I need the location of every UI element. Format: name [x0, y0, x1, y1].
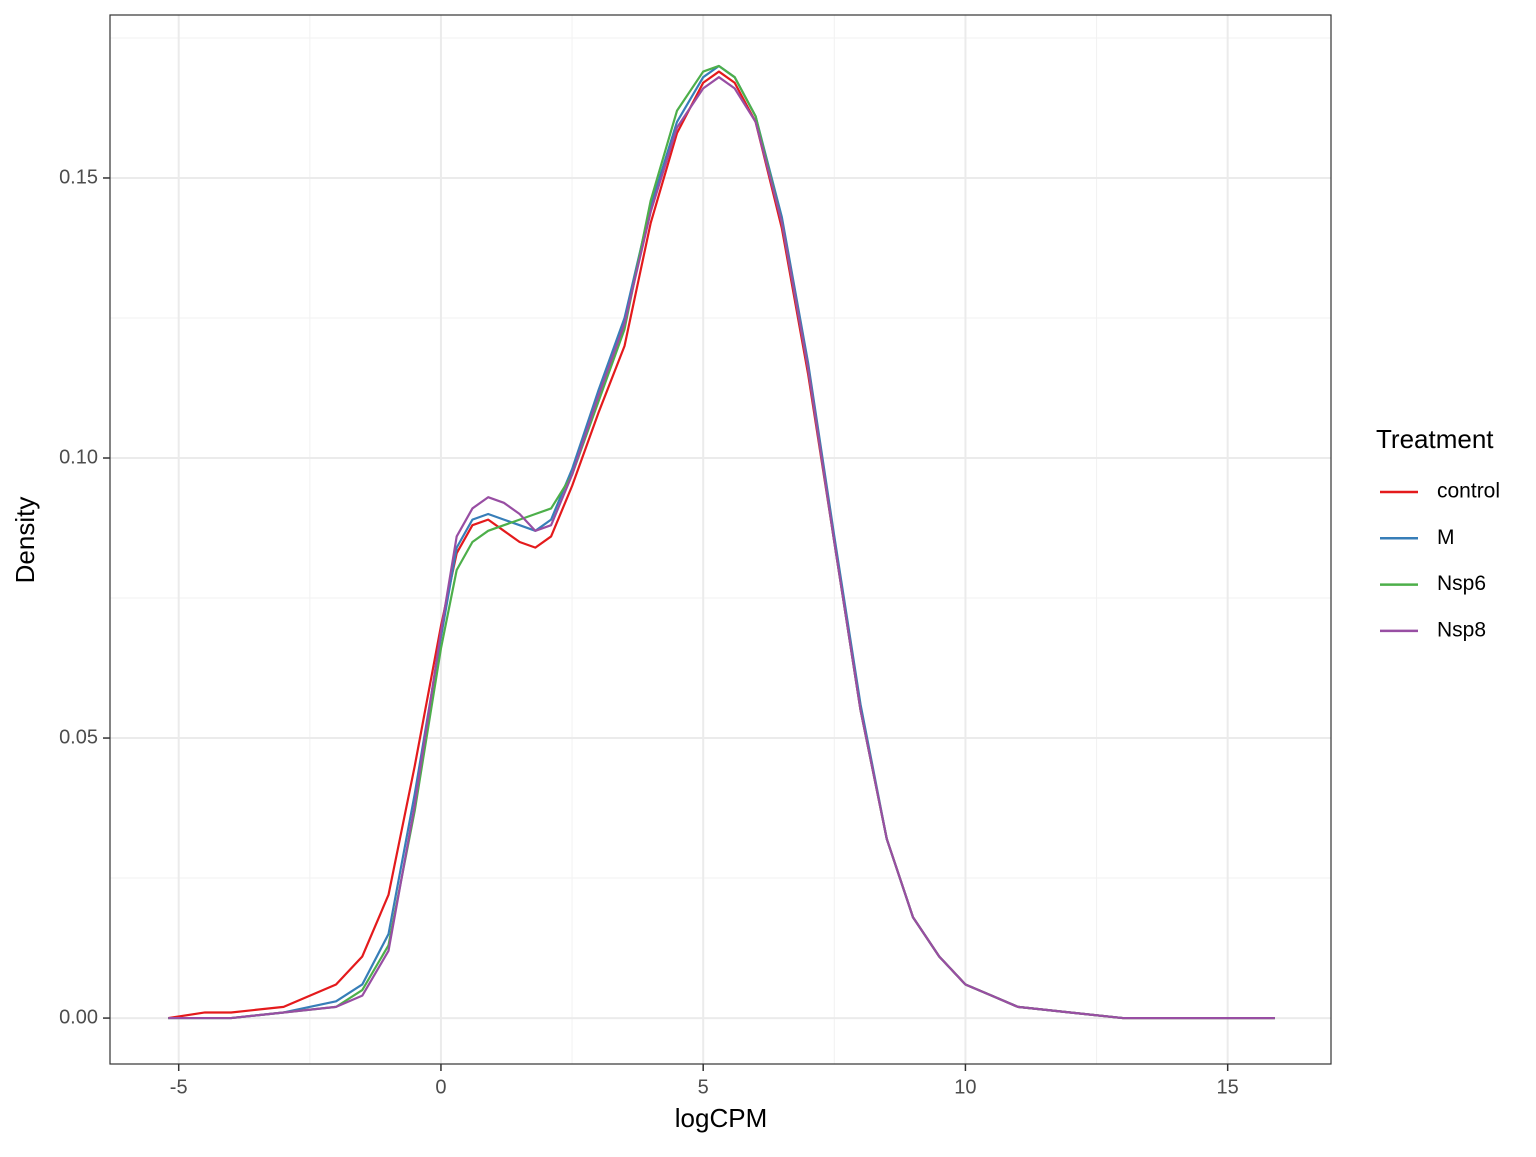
y-tick-label: 0.05: [59, 726, 98, 748]
y-axis-label: Density: [10, 497, 40, 584]
density-line: [168, 64, 1275, 1020]
panel-border: [109, 14, 1332, 1065]
x-tick-label: 15: [1217, 1076, 1239, 1098]
density-line: [168, 76, 1275, 1020]
x-tick-label: 10: [954, 1076, 976, 1098]
y-tick-label: 0.10: [59, 446, 98, 468]
legend-label: M: [1437, 526, 1455, 549]
x-tick-label: 0: [435, 1076, 446, 1098]
legend-label: Nsp8: [1437, 618, 1486, 641]
y-tick-label: 0.00: [59, 1006, 98, 1028]
legend-label: control: [1437, 480, 1500, 503]
legend-label: Nsp6: [1437, 572, 1486, 595]
y-tick-label: 0.15: [59, 166, 98, 188]
x-tick-label: -5: [170, 1076, 188, 1098]
legend-title: Treatment: [1376, 424, 1494, 454]
density-line: [168, 64, 1275, 1020]
x-axis-label: logCPM: [675, 1103, 767, 1133]
x-tick-label: 5: [698, 1076, 709, 1098]
density-line: [168, 70, 1275, 1020]
